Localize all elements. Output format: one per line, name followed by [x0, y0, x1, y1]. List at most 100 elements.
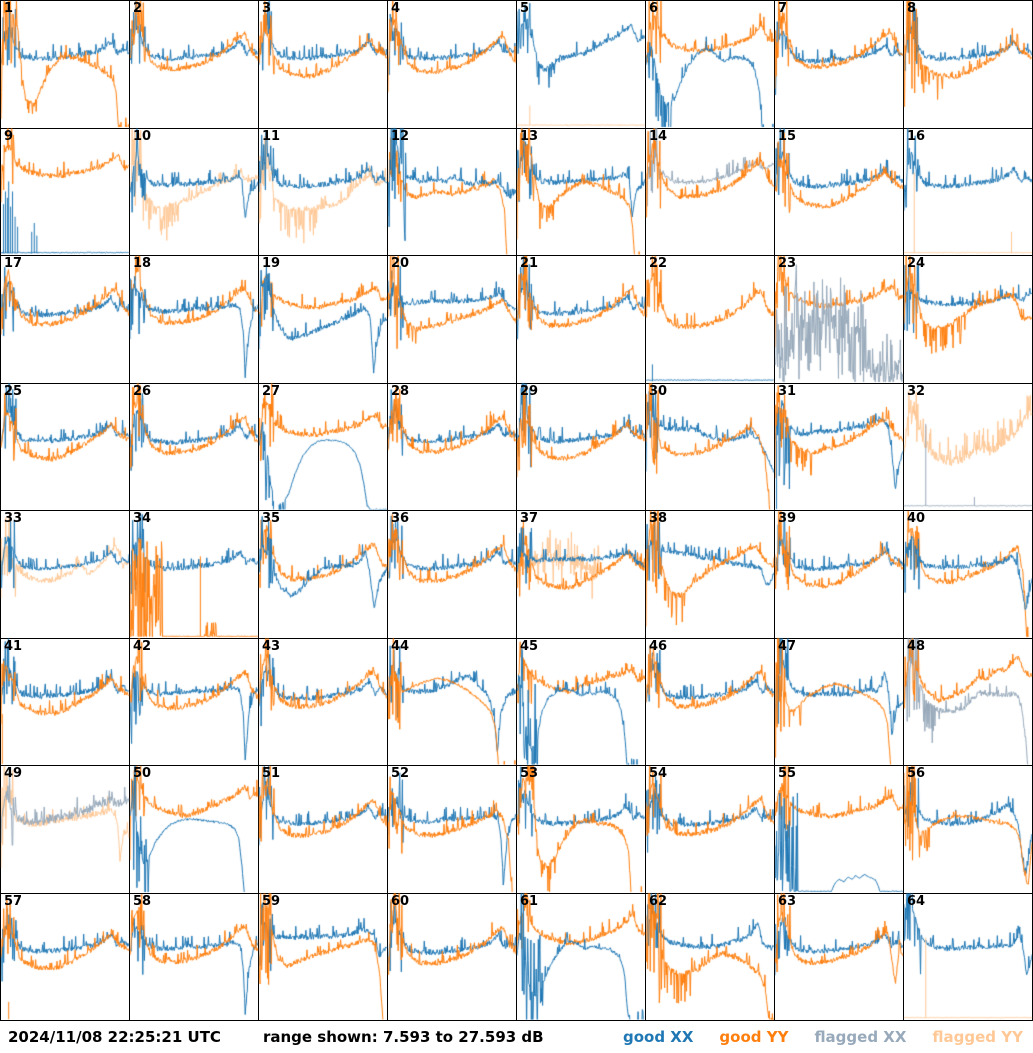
panel-number: 45: [520, 638, 539, 654]
spectrum-panel-47[interactable]: 47: [775, 638, 904, 766]
spectrum-panel-41[interactable]: 41: [1, 638, 130, 766]
spectrum-panel-22[interactable]: 22: [646, 256, 775, 384]
spectrum-panel-33[interactable]: 33: [1, 511, 130, 639]
spectrum-panel-31[interactable]: 31: [775, 383, 904, 511]
spectrum-panel-54[interactable]: 54: [646, 766, 775, 894]
panel-number: 47: [778, 638, 797, 654]
spectrum-panel-19[interactable]: 19: [259, 256, 388, 384]
spectrum-panel-39[interactable]: 39: [775, 511, 904, 639]
spectrum-panel-64[interactable]: 64: [904, 893, 1033, 1021]
legend: good XX good YY flagged XX flagged YY: [623, 1028, 1033, 1046]
panel-number: 25: [4, 383, 23, 399]
spectrum-panel-30[interactable]: 30: [646, 383, 775, 511]
panel-number: 17: [4, 256, 23, 271]
panel-number: 36: [391, 511, 410, 526]
panel-number: 37: [520, 511, 539, 526]
spectrum-panel-42[interactable]: 42: [130, 638, 259, 766]
spectrum-panel-51[interactable]: 51: [259, 766, 388, 894]
spectrum-panel-4[interactable]: 4: [388, 1, 517, 129]
panel-number: 21: [520, 256, 539, 271]
spectrum-panel-12[interactable]: 12: [388, 128, 517, 256]
panel-number: 14: [649, 128, 668, 144]
spectrum-panel-55[interactable]: 55: [775, 766, 904, 894]
spectrum-panel-62[interactable]: 62: [646, 893, 775, 1021]
spectrum-panel-63[interactable]: 63: [775, 893, 904, 1021]
range-shown-label: range shown: 7.593 to 27.593 dB: [262, 1028, 544, 1046]
spectrum-panel-61[interactable]: 61: [517, 893, 646, 1021]
spectrum-panel-29[interactable]: 29: [517, 383, 646, 511]
spectra-grid: 1 2 3 4 5 6 7 8 9 10 11 12 13 14 15 16 17 18 19 20 21 22 23 24 2…: [0, 0, 1033, 1021]
spectrum-panel-48[interactable]: 48: [904, 638, 1033, 766]
panel-number: 24: [907, 256, 926, 271]
spectrum-panel-58[interactable]: 58: [130, 893, 259, 1021]
panel-number: 32: [907, 383, 926, 399]
spectrum-panel-36[interactable]: 36: [388, 511, 517, 639]
status-bar: 2024/11/08 22:25:21 UTC range shown: 7.5…: [0, 1021, 1033, 1053]
spectrum-panel-59[interactable]: 59: [259, 893, 388, 1021]
spectrum-panel-18[interactable]: 18: [130, 256, 259, 384]
spectrum-panel-20[interactable]: 20: [388, 256, 517, 384]
spectrum-panel-27[interactable]: 27: [259, 383, 388, 511]
panel-number: 7: [778, 1, 788, 16]
spectrum-panel-57[interactable]: 57: [1, 893, 130, 1021]
panel-number: 30: [649, 383, 668, 399]
spectrum-panel-28[interactable]: 28: [388, 383, 517, 511]
panel-number: 27: [262, 383, 281, 399]
spectrum-panel-17[interactable]: 17: [1, 256, 130, 384]
spectrum-panel-52[interactable]: 52: [388, 766, 517, 894]
legend-item-flagged-xx: flagged XX: [814, 1028, 907, 1046]
spectrum-panel-45[interactable]: 45: [517, 638, 646, 766]
legend-item-good-yy: good YY: [719, 1028, 789, 1046]
spectrum-panel-43[interactable]: 43: [259, 638, 388, 766]
spectrum-panel-15[interactable]: 15: [775, 128, 904, 256]
spectrum-panel-56[interactable]: 56: [904, 766, 1033, 894]
spectrum-panel-40[interactable]: 40: [904, 511, 1033, 639]
spectrum-panel-9[interactable]: 9: [1, 128, 130, 256]
spectrum-panel-6[interactable]: 6: [646, 1, 775, 129]
spectrum-panel-10[interactable]: 10: [130, 128, 259, 256]
spectrum-panel-24[interactable]: 24: [904, 256, 1033, 384]
spectrum-panel-7[interactable]: 7: [775, 1, 904, 129]
spectrum-panel-13[interactable]: 13: [517, 128, 646, 256]
panel-number: 40: [907, 511, 926, 526]
spectrum-panel-50[interactable]: 50: [130, 766, 259, 894]
spectrum-panel-3[interactable]: 3: [259, 1, 388, 129]
spectrum-panel-37[interactable]: 37: [517, 511, 646, 639]
spectrum-panel-11[interactable]: 11: [259, 128, 388, 256]
spectrum-panel-21[interactable]: 21: [517, 256, 646, 384]
panel-number: 5: [520, 1, 530, 16]
spectrum-panel-26[interactable]: 26: [130, 383, 259, 511]
panel-number: 42: [133, 638, 152, 654]
panel-number: 61: [520, 893, 539, 909]
spectrum-panel-2[interactable]: 2: [130, 1, 259, 129]
spectrum-panel-35[interactable]: 35: [259, 511, 388, 639]
spectrum-panel-23[interactable]: 23: [775, 256, 904, 384]
panel-number: 28: [391, 383, 410, 399]
spectrum-panel-44[interactable]: 44: [388, 638, 517, 766]
spectrum-panel-5[interactable]: 5: [517, 1, 646, 129]
spectrum-panel-46[interactable]: 46: [646, 638, 775, 766]
panel-number: 31: [778, 383, 797, 399]
timestamp-label: 2024/11/08 22:25:21 UTC: [8, 1028, 221, 1046]
spectrum-panel-25[interactable]: 25: [1, 383, 130, 511]
panel-number: 46: [649, 638, 668, 654]
panel-number: 38: [649, 511, 668, 526]
spectrum-panel-60[interactable]: 60: [388, 893, 517, 1021]
spectrum-panel-38[interactable]: 38: [646, 511, 775, 639]
spectrum-panel-32[interactable]: 32: [904, 383, 1033, 511]
panel-number: 51: [262, 766, 281, 781]
panel-number: 53: [520, 766, 539, 781]
panel-number: 1: [4, 1, 14, 16]
legend-item-good-xx: good XX: [622, 1028, 694, 1046]
panel-number: 54: [649, 766, 668, 781]
spectrum-panel-49[interactable]: 49: [1, 766, 130, 894]
spectrum-panel-53[interactable]: 53: [517, 766, 646, 894]
panel-number: 41: [4, 638, 23, 654]
panel-number: 33: [4, 511, 23, 526]
spectrum-panel-8[interactable]: 8: [904, 1, 1033, 129]
spectrum-panel-34[interactable]: 34: [130, 511, 259, 639]
spectrum-panel-14[interactable]: 14: [646, 128, 775, 256]
spectrum-panel-16[interactable]: 16: [904, 128, 1033, 256]
spectrum-panel-1[interactable]: 1: [1, 1, 130, 129]
panel-number: 57: [4, 893, 23, 909]
